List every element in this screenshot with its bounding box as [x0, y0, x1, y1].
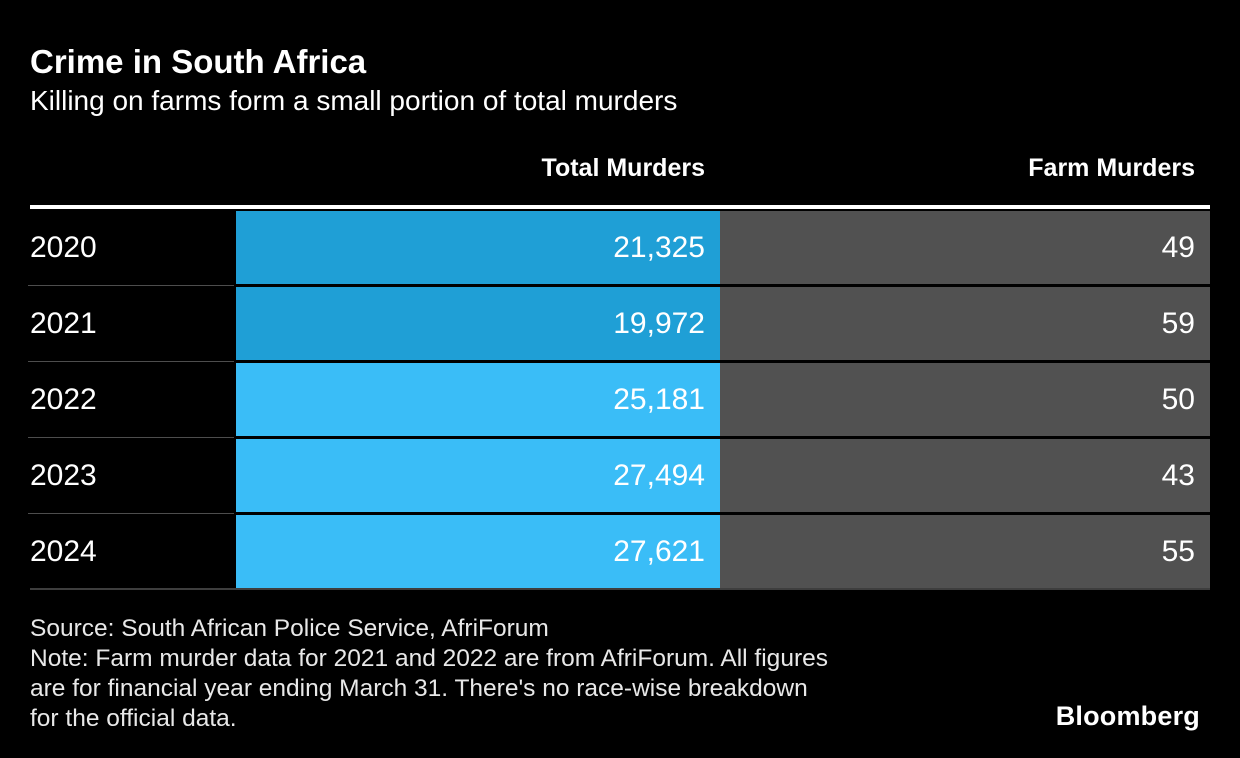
year-label: 2023 [28, 439, 236, 514]
farm-murders-value: 55 [1161, 534, 1195, 568]
total-murders-bar: 19,972 [236, 287, 720, 360]
chart-title: Crime in South Africa [30, 43, 367, 80]
total-murders-value: 25,181 [613, 382, 705, 416]
year-label: 2022 [28, 363, 236, 438]
table-row: 2023 27,494 43 [28, 439, 1210, 514]
total-murders-bar: 21,325 [236, 211, 720, 284]
data-rows: 2020 21,325 49 2021 19,972 59 2022 25,18… [28, 211, 1210, 588]
total-murders-value: 19,972 [613, 306, 705, 340]
year-label: 2020 [28, 211, 236, 286]
note-line: are for financial year ending March 31. … [30, 675, 808, 702]
bottom-rule [30, 588, 1210, 590]
table-row: 2020 21,325 49 [28, 211, 1210, 286]
column-header-farm-murders: Farm Murders [1028, 154, 1195, 182]
note-line: for the official data. [30, 705, 237, 732]
chart-subtitle: Killing on farms form a small portion of… [30, 85, 678, 116]
column-header-row: Total Murders Farm Murders [30, 154, 1210, 183]
farm-murders-value: 59 [1161, 306, 1195, 340]
farm-murders-bar: 50 [720, 363, 1210, 436]
table-row: 2022 25,181 50 [28, 363, 1210, 438]
total-murders-bar: 27,494 [236, 439, 720, 512]
total-murders-value: 27,621 [613, 534, 705, 568]
column-header-total-murders: Total Murders [541, 154, 705, 182]
farm-murders-value: 49 [1161, 230, 1195, 264]
farm-murders-value: 43 [1161, 458, 1195, 492]
bloomberg-logo: Bloomberg [1055, 701, 1200, 731]
farm-murders-bar: 59 [720, 287, 1210, 360]
total-murders-bar: 25,181 [236, 363, 720, 436]
table-row: 2024 27,621 55 [30, 515, 1210, 588]
table-row: 2021 19,972 59 [28, 287, 1210, 362]
note-line: Note: Farm murder data for 2021 and 2022… [30, 645, 828, 672]
farm-murders-bar: 55 [720, 515, 1210, 588]
year-label: 2021 [28, 287, 236, 362]
source-text: Source: South African Police Service, Af… [30, 615, 549, 642]
footer-notes: Source: South African Police Service, Af… [30, 614, 1210, 734]
farm-murders-value: 50 [1161, 382, 1195, 416]
total-murders-value: 27,494 [613, 458, 705, 492]
total-murders-bar: 27,621 [236, 515, 720, 588]
farm-murders-bar: 43 [720, 439, 1210, 512]
header-rule [30, 205, 1210, 209]
farm-murders-bar: 49 [720, 211, 1210, 284]
total-murders-value: 21,325 [613, 230, 705, 264]
year-label: 2024 [30, 534, 97, 568]
